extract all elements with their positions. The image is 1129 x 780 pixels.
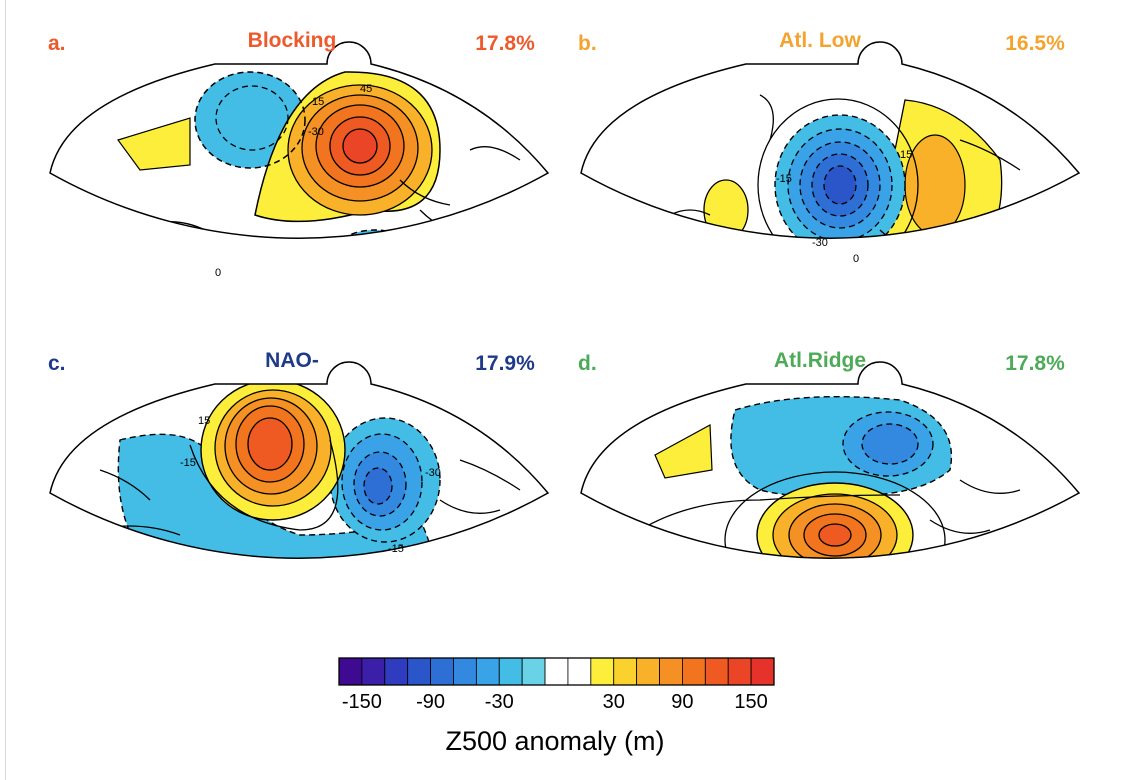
colorbar <box>338 657 775 686</box>
colorbar-swatch <box>338 657 363 686</box>
panel-percentage: 17.8% <box>475 32 535 55</box>
colorbar-tick-label: 90 <box>671 691 693 713</box>
colorbar-tick-label: -30 <box>485 691 514 713</box>
colorbar-swatch <box>361 657 386 686</box>
contour-label: -15 <box>776 173 792 185</box>
colorbar-ticks: -150 -90 -30 30 90 150 <box>342 691 768 713</box>
panel-title: Blocking <box>248 29 337 52</box>
colorbar-tick-label: 30 <box>603 691 625 713</box>
panel-title: Atl. Low <box>779 29 861 52</box>
panel-atl-low: 15 -15 -30 0 b. Atl. Low 16.5% <box>578 29 1081 265</box>
contour-label: 15 <box>198 415 210 427</box>
contour-label: -15 <box>388 543 404 555</box>
contour-label: 45 <box>360 83 372 95</box>
panel-letter: a. <box>48 32 66 55</box>
panel-blocking: 15 45 -30 0 a. Blocking 17.8% <box>48 29 549 279</box>
colorbar-swatch <box>590 657 615 686</box>
colorbar-tick-label: -90 <box>416 691 445 713</box>
colorbar-swatch <box>727 657 752 686</box>
colorbar-swatch <box>544 657 569 686</box>
colorbar-tick-label: 150 <box>734 691 767 713</box>
colorbar-swatch <box>659 657 683 686</box>
panel-title: NAO- <box>265 349 319 372</box>
contour-label: -30 <box>425 467 441 479</box>
contour-label: 15 <box>900 149 912 161</box>
panel-percentage: 17.8% <box>1005 352 1065 375</box>
panel-nao-minus: -15 15 -30 -15 c. NAO- 17.9% <box>48 349 550 559</box>
contour-label: -30 <box>812 237 828 249</box>
colorbar-swatch <box>384 657 409 686</box>
colorbar-swatch <box>453 657 477 686</box>
colorbar-frame <box>338 657 775 686</box>
colorbar-swatch <box>682 657 706 686</box>
colorbar-swatch <box>498 657 523 686</box>
colorbar-swatch <box>636 657 660 686</box>
panel-letter: d. <box>578 352 597 375</box>
contour-label: 0 <box>853 253 859 265</box>
contour-label: -15 <box>180 457 196 469</box>
panel-letter: c. <box>48 352 66 375</box>
colorbar-swatch <box>704 657 729 686</box>
colorbar-swatch <box>750 657 775 686</box>
panel-percentage: 17.9% <box>475 352 535 375</box>
panel-letter: b. <box>578 32 597 55</box>
colorbar-swatch <box>407 657 431 686</box>
colorbar-swatch <box>521 657 546 686</box>
contour-label: 0 <box>215 267 221 279</box>
panel-atl-ridge: d. Atl.Ridge 17.8% <box>578 349 1081 559</box>
colorbar-title: Z500 anomaly (m) <box>445 726 664 756</box>
colorbar-swatch <box>475 657 500 686</box>
colorbar-swatch <box>613 657 638 686</box>
colorbar-tick-label: -150 <box>342 691 382 713</box>
frame-edge-line <box>5 0 6 780</box>
contour-label: 15 <box>312 96 324 108</box>
panel-percentage: 16.5% <box>1005 32 1065 55</box>
colorbar-swatch <box>567 657 592 686</box>
panel-title: Atl.Ridge <box>774 349 866 372</box>
contour-label: -30 <box>308 126 324 138</box>
colorbar-swatch <box>430 657 454 686</box>
